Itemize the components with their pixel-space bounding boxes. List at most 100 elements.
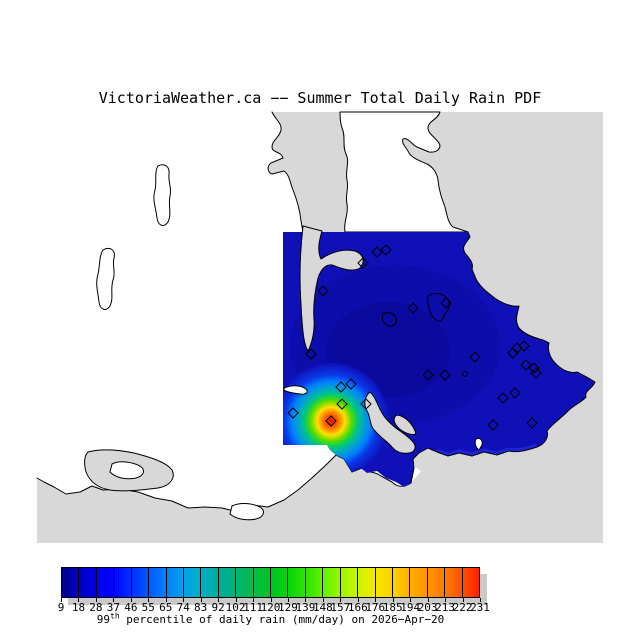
- colorbar-cell: [444, 568, 462, 597]
- colorbar-tick-label: 129: [278, 601, 298, 614]
- colorbar-tick: [445, 598, 447, 602]
- colorbar-tick: [165, 598, 167, 602]
- station-marker-diamond: [526, 417, 538, 429]
- colorbar-tick-label: 148: [312, 601, 333, 614]
- colorbar-cell: [322, 568, 340, 597]
- trial-island: [474, 437, 483, 451]
- station-marker-diamond: [335, 381, 347, 393]
- colorbar-tick-label: 28: [89, 601, 103, 614]
- colorbar-cell: [270, 568, 288, 597]
- colorbar-cell: [374, 568, 393, 597]
- land-north-islands: [339, 111, 469, 233]
- station-marker-diamond: [518, 340, 530, 352]
- station-marker-diamond: [530, 367, 542, 379]
- lagoon-spit: [283, 385, 308, 395]
- colorbar-cell: [113, 568, 131, 597]
- station-marker-diamond: [380, 244, 392, 256]
- colorbar-tick: [200, 598, 202, 602]
- coastline-west-shore: [267, 111, 304, 233]
- colorbar-tick: [218, 598, 220, 602]
- colorbar-cell: [287, 568, 305, 597]
- colorbar-tick-label: 46: [124, 601, 138, 614]
- colorbar-tick-label: 222: [452, 601, 473, 614]
- colorbar-tick: [427, 598, 429, 602]
- colorbar-tick: [113, 598, 115, 602]
- strait-island: [229, 503, 264, 521]
- colorbar-tick-labels: 9 18 28 37 46 55 65 74 83 92 102 111 120 129 139 148 157…: [57, 601, 490, 614]
- colorbar-cell: [252, 568, 271, 597]
- colorbar-cell: [409, 568, 427, 597]
- colorbar-cell: [200, 568, 218, 597]
- lake-outline-prospect: [381, 312, 397, 327]
- colorbar-tick: [95, 598, 97, 602]
- colorbar-tick: [357, 598, 359, 602]
- station-marker-diamond: [440, 297, 452, 309]
- colorbar-tick-label: 203: [417, 601, 438, 614]
- colorbar-cell: [165, 568, 183, 597]
- colorbar-cell: [95, 568, 114, 597]
- colorbar-tick: [287, 598, 289, 602]
- station-marker-diamond: [439, 369, 451, 381]
- station-marker-diamond: [422, 369, 434, 381]
- colorbar-tick: [392, 598, 394, 602]
- colorbar-cell: [357, 568, 375, 597]
- colorbar-tick-label: 231: [470, 601, 490, 614]
- colorbar-tick: [322, 598, 324, 602]
- lake-outline-2: [96, 247, 115, 310]
- station-marker-diamond: [371, 246, 383, 258]
- colorbar-tick-label: 176: [365, 601, 386, 614]
- harbour-water: [364, 391, 416, 454]
- station-marker-diamond: [497, 392, 509, 404]
- station-marker-diamond: [325, 415, 337, 427]
- station-marker-diamond: [287, 407, 299, 419]
- colorbar-tick-label: 102: [225, 601, 246, 614]
- station-marker-diamond: [487, 419, 499, 431]
- pond-outline: [462, 371, 468, 377]
- colorbar: [61, 567, 480, 598]
- colorbar-tick-label: 185: [382, 601, 403, 614]
- colorbar-tick-label: 166: [347, 601, 368, 614]
- colorbar-cell: [217, 568, 236, 597]
- caption-text: percentile of daily rain (mm/day) on 202…: [119, 613, 445, 626]
- harbour-water-lobe: [393, 414, 417, 435]
- station-markers: [287, 244, 542, 431]
- saanich-inlet-water: [299, 225, 364, 352]
- colorbar-tick: [480, 598, 481, 602]
- colorbar-tick: [270, 598, 272, 602]
- colorbar-tick: [305, 598, 307, 602]
- colorbar-cell: [62, 568, 79, 597]
- colorbar-tick: [130, 598, 132, 602]
- colorbar-tick-label: 74: [176, 601, 190, 614]
- colorbar-cell: [182, 568, 201, 597]
- station-marker-diamond: [407, 302, 419, 314]
- station-marker-diamond: [360, 398, 372, 410]
- page-title: VictoriaWeather.ca −− Summer Total Daily…: [98, 89, 542, 107]
- colorbar-tick-marks: [61, 598, 481, 603]
- colorbar-cell: [78, 568, 96, 597]
- colorbar-caption: 99th percentile of daily rain (mm/day) o…: [41, 611, 500, 626]
- station-marker-diamond: [469, 351, 481, 363]
- colorbar-cell: [148, 568, 166, 597]
- colorbar-tick: [235, 598, 237, 602]
- colorbar-tick-label: 157: [330, 601, 351, 614]
- colorbar-tick-label: 139: [295, 601, 316, 614]
- station-marker-diamond: [511, 342, 523, 354]
- colorbar-tick-label: 194: [400, 601, 421, 614]
- colorbar-tick: [183, 598, 185, 602]
- colorbar-tick-label: 9: [57, 601, 65, 614]
- caption-superscript: th: [110, 611, 120, 621]
- station-marker-diamond: [507, 347, 519, 359]
- colorbar-tick: [462, 598, 464, 602]
- station-marker-diamond: [528, 362, 540, 374]
- colorbar-tick-label: 65: [159, 601, 173, 614]
- colorbar-cell: [130, 568, 149, 597]
- colorbar-tick: [148, 598, 150, 602]
- colorbar-cell: [339, 568, 358, 597]
- colorbar-tick-label: 111: [243, 601, 263, 614]
- colorbar-tick-label: 120: [260, 601, 281, 614]
- colorbar-tick-label: 213: [435, 601, 456, 614]
- colorbar-tick: [375, 598, 377, 602]
- colorbar-tick-label: 92: [211, 601, 225, 614]
- station-marker-diamond: [509, 387, 521, 399]
